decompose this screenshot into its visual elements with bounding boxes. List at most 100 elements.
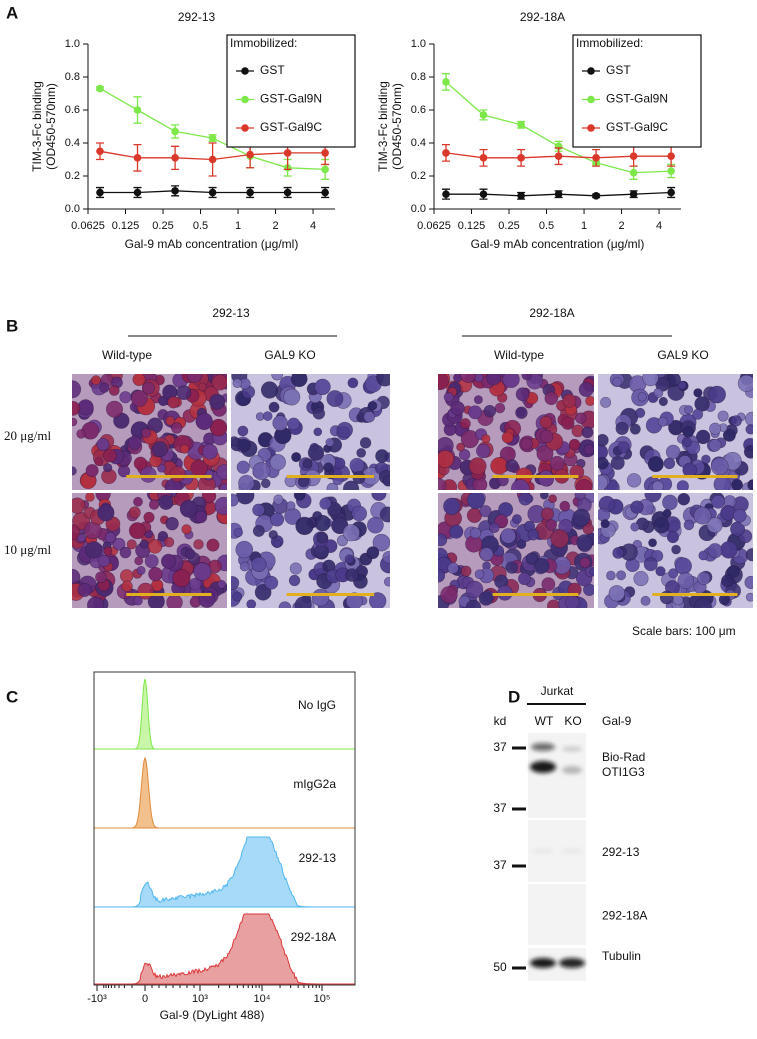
cell [711,494,726,509]
cell [546,599,561,608]
cell [95,571,107,583]
cell [252,462,271,480]
cell [460,374,477,383]
band [532,848,554,854]
cell [478,591,494,606]
cell [505,459,519,473]
cell [481,434,491,444]
cell [479,505,492,518]
data-point [208,188,217,197]
cell [345,568,359,582]
histogram [95,836,354,908]
micrograph [231,374,390,490]
cell [608,585,625,602]
cell [637,392,647,402]
cell [260,478,271,489]
column-label: Wild-type [102,348,152,362]
cell [269,512,285,527]
data-point [442,78,450,86]
cell [326,482,339,490]
cell [665,444,681,460]
cell [447,562,459,574]
cell [112,537,126,551]
cell [269,454,286,471]
cell [459,418,471,430]
cell [165,516,179,531]
cell [77,399,94,416]
panel-label: B [6,316,18,335]
cell [483,404,497,418]
x-tick-label: -10³ [87,993,107,1005]
sample-label: 292-13 [299,851,337,865]
cell [745,548,753,562]
cell [450,401,465,416]
cell [511,514,522,525]
cell [438,477,447,490]
cell [128,522,146,540]
cell [502,374,520,389]
x-tick-label: 1 [235,220,241,232]
cell [96,437,110,451]
cell [443,497,461,515]
cell [576,534,593,551]
cell [246,599,257,608]
data-point [171,154,179,162]
cell [616,570,627,581]
chart-title: 292-13 [178,10,216,24]
cell [635,407,646,418]
cell [307,444,325,461]
data-point [133,188,142,197]
data-point [321,149,329,157]
cell [458,448,471,461]
cell [518,572,531,586]
cell [600,396,612,408]
cell [325,438,335,447]
cell [476,443,491,459]
cell [515,406,528,419]
cell [561,416,575,430]
cell [501,431,514,444]
data-point [667,188,675,197]
cell [486,374,501,386]
cell [119,569,134,583]
cell [133,496,143,507]
cell [148,499,160,510]
kd-label: kd [494,714,507,728]
cell [693,506,712,525]
flow-histograms: -10³ 0 10³ 10⁴ 10⁵ [87,678,355,1005]
data-point [321,188,329,197]
scale-bar [286,593,375,596]
cell [710,457,729,476]
scale-bar [126,593,212,596]
cell [440,586,458,604]
cell [186,374,203,383]
sample-label: No IgG [298,698,336,712]
cell [701,454,711,465]
data-point [96,147,104,156]
band [559,958,585,968]
cell [272,415,288,431]
micrograph [231,493,390,608]
cell [677,380,687,390]
cell [581,426,594,439]
blot-bg [528,884,586,945]
cell [564,594,580,608]
micrograph [438,493,594,608]
cell [572,508,591,527]
sample-label: 292-18A [291,930,336,944]
cell [379,506,390,523]
cell [610,455,625,470]
cell [438,374,449,391]
cell [232,591,243,602]
data-point [246,188,254,197]
cell [158,494,174,510]
cell [677,572,695,589]
cell [559,500,571,512]
cell [550,529,569,548]
data-point [592,154,600,162]
cell [515,387,530,402]
cell [663,457,676,470]
column-label: Wild-type [494,348,544,362]
data-point [283,188,292,197]
